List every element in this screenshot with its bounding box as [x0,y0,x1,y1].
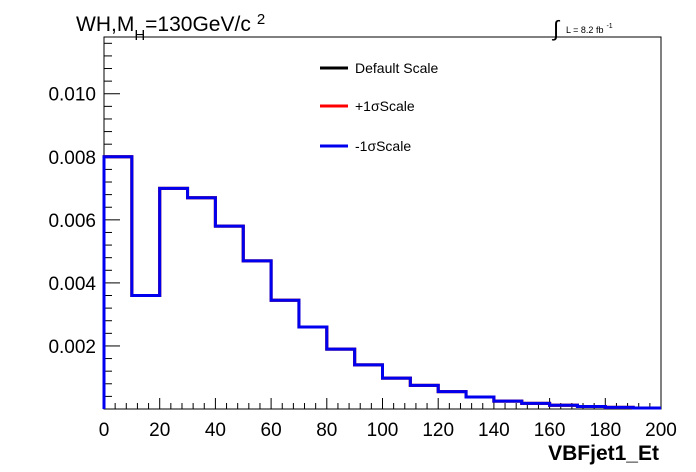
x-tick-label: 160 [534,420,566,441]
x-axis-title: VBFjet1_Et [548,442,659,465]
y-tick-label: 0.002 [48,337,96,358]
x-tick-label: 0 [99,420,110,441]
x-tick-label: 140 [478,420,510,441]
x-tick-label: 180 [589,420,621,441]
y-tick-label: 0.008 [48,148,96,169]
x-tick-label: 20 [149,420,170,441]
legend-label: Default Scale [355,60,438,76]
x-tick-label: 80 [316,420,337,441]
x-tick-label: 100 [367,420,399,441]
lumi-label: L = 8.2 fb -1 [566,23,613,35]
y-tick-label: 0.010 [48,85,96,106]
title-superscript: 2 [257,11,265,28]
x-axis-tick-labels: 0 20 40 60 80 100 120 140 160 180 200 [99,420,677,441]
legend-label: +1σScale [355,98,415,114]
plot-title: WH,MH=130GeV/c 2 [76,11,265,44]
plot-frame [103,36,662,410]
legend: Default Scale +1σScale -1σScale [320,60,438,154]
x-tick-label: 120 [422,420,454,441]
lumi-integral-sign: ∫ [551,16,561,41]
y-tick-label: 0.004 [48,274,96,295]
title-main: WH,M [76,13,134,36]
x-tick-label: 200 [645,420,677,441]
legend-label: -1σScale [355,138,411,154]
series-line-3 [102,155,661,410]
y-tick-label: 0.006 [48,211,96,232]
title-subscript: H [134,27,145,44]
x-tick-label: 40 [205,420,226,441]
y-axis-tick-labels: 0.002 0.004 0.006 0.008 0.010 [48,85,96,358]
title-rest: =130GeV/c [145,13,251,36]
lumi-text: L = 8.2 fb [566,25,603,35]
histogram-series [102,155,661,410]
lumi-superscript: -1 [606,23,612,30]
x-tick-label: 60 [261,420,282,441]
y-axis-ticks [104,42,120,410]
